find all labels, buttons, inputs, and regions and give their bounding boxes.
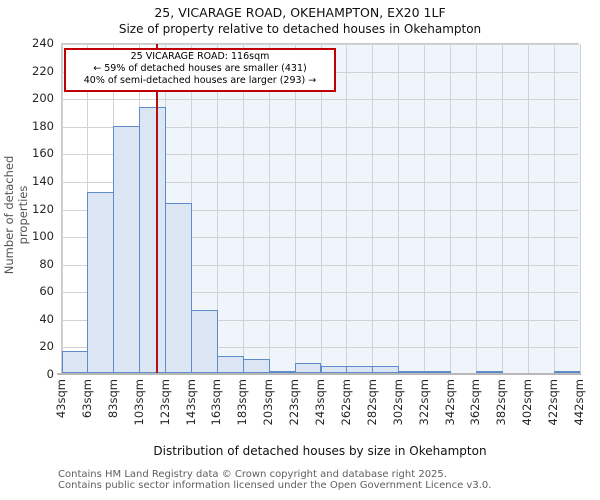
horizontal-gridline <box>62 126 578 128</box>
vertical-gridline <box>216 44 218 373</box>
histogram-bar <box>475 371 503 373</box>
horizontal-gridline <box>62 99 578 101</box>
x-tick-label: 43sqm <box>54 379 68 419</box>
x-tick-label: 223sqm <box>287 379 302 426</box>
footer-line-2: Contains public sector information licen… <box>58 479 492 491</box>
x-axis-spine <box>57 373 581 375</box>
histogram-bar <box>139 106 167 373</box>
subject-property-marker-line <box>155 44 158 373</box>
histogram-bar <box>242 359 270 373</box>
horizontal-gridline <box>62 237 578 239</box>
histogram-bar <box>294 363 322 373</box>
x-tick-label: 422sqm <box>546 379 561 426</box>
y-tick-label: 100 <box>32 229 54 244</box>
vertical-gridline <box>294 44 296 373</box>
horizontal-gridline <box>62 319 578 321</box>
vertical-gridline <box>398 44 400 373</box>
vertical-gridline <box>346 44 348 373</box>
y-tick-label: 0 <box>46 367 54 381</box>
y-tick-label: 40 <box>39 311 54 326</box>
y-tick-label: 220 <box>32 63 54 78</box>
annotation-box: 25 VICARAGE ROAD: 116sqm ← 59% of detach… <box>64 48 336 92</box>
footer: Contains HM Land Registry data © Crown c… <box>58 469 492 491</box>
x-tick-label: 282sqm <box>364 379 379 426</box>
x-tick-label: 243sqm <box>313 379 327 426</box>
histogram-bar <box>165 203 192 373</box>
horizontal-gridline <box>62 292 578 294</box>
x-tick-label: 402sqm <box>520 379 535 426</box>
vertical-gridline <box>320 44 322 373</box>
histogram-bar <box>424 371 451 373</box>
horizontal-gridline <box>62 209 578 211</box>
x-tick-label: 302sqm <box>390 379 405 426</box>
vertical-gridline <box>579 44 581 373</box>
y-tick-label: 60 <box>39 284 54 299</box>
larger-region-shading <box>156 44 580 373</box>
histogram-bar <box>61 350 89 373</box>
y-tick-label: 80 <box>39 256 54 271</box>
histogram-bar <box>320 366 348 373</box>
x-axis-title: Distribution of detached houses by size … <box>153 444 487 458</box>
footer-line-1: Contains HM Land Registry data © Crown c… <box>58 469 447 480</box>
histogram-bar <box>372 366 400 373</box>
x-tick-label: 123sqm <box>157 379 172 426</box>
histogram-bar <box>346 366 374 373</box>
chart-subtitle: Size of property relative to detached ho… <box>118 22 482 36</box>
vertical-gridline <box>553 44 555 373</box>
annotation-larger-text: 40% of semi-detached houses are larger (… <box>83 75 317 87</box>
vertical-gridline <box>475 44 477 373</box>
x-tick-label: 362sqm <box>468 379 483 426</box>
y-tick-label: 200 <box>32 91 54 106</box>
y-tick-label: 180 <box>32 118 54 133</box>
y-tick-label: 140 <box>32 173 54 188</box>
chart-title: 25, VICARAGE ROAD, OKEHAMPTON, EX20 1LF <box>154 5 446 20</box>
histogram-bar <box>87 192 115 373</box>
vertical-gridline <box>450 44 451 373</box>
histogram-bar <box>553 371 581 373</box>
x-tick-label: 342sqm <box>442 379 457 426</box>
vertical-gridline <box>372 44 374 373</box>
horizontal-gridline <box>62 181 578 183</box>
x-tick-label: 183sqm <box>235 379 250 426</box>
vertical-gridline <box>501 44 503 373</box>
vertical-gridline <box>61 44 63 373</box>
plot-area: 25 VICARAGE ROAD: 116sqm ← 59% of detach… <box>61 43 581 374</box>
horizontal-gridline <box>62 264 578 266</box>
x-tick-label: 382sqm <box>494 379 509 426</box>
x-tick-label: 63sqm <box>79 379 94 419</box>
annotation-title: 25 VICARAGE ROAD: 116sqm <box>130 51 270 62</box>
x-tick-label: 203sqm <box>261 379 276 426</box>
vertical-gridline <box>527 44 529 373</box>
y-tick-label: 240 <box>32 36 54 50</box>
horizontal-gridline <box>62 347 578 349</box>
x-tick-label: 103sqm <box>131 379 146 426</box>
x-tick-label: 442sqm <box>572 379 586 426</box>
x-tick-label: 83sqm <box>105 379 120 419</box>
horizontal-gridline <box>62 154 578 156</box>
histogram-bar <box>113 126 141 373</box>
x-tick-label: 163sqm <box>209 379 224 426</box>
histogram-bar <box>191 309 218 373</box>
horizontal-gridline <box>62 44 578 45</box>
vertical-gridline <box>268 44 270 373</box>
x-tick-label: 322sqm <box>416 379 431 426</box>
annotation-smaller-text: ← 59% of detached houses are smaller (43… <box>93 63 307 75</box>
x-tick-label: 143sqm <box>183 379 198 426</box>
x-tick-label: 262sqm <box>338 379 353 426</box>
y-tick-label: 20 <box>39 339 54 354</box>
histogram-bar <box>216 356 244 373</box>
y-tick-label: 160 <box>32 146 54 161</box>
y-tick-label: 120 <box>32 201 54 216</box>
vertical-gridline <box>424 44 426 373</box>
vertical-gridline <box>242 44 244 373</box>
